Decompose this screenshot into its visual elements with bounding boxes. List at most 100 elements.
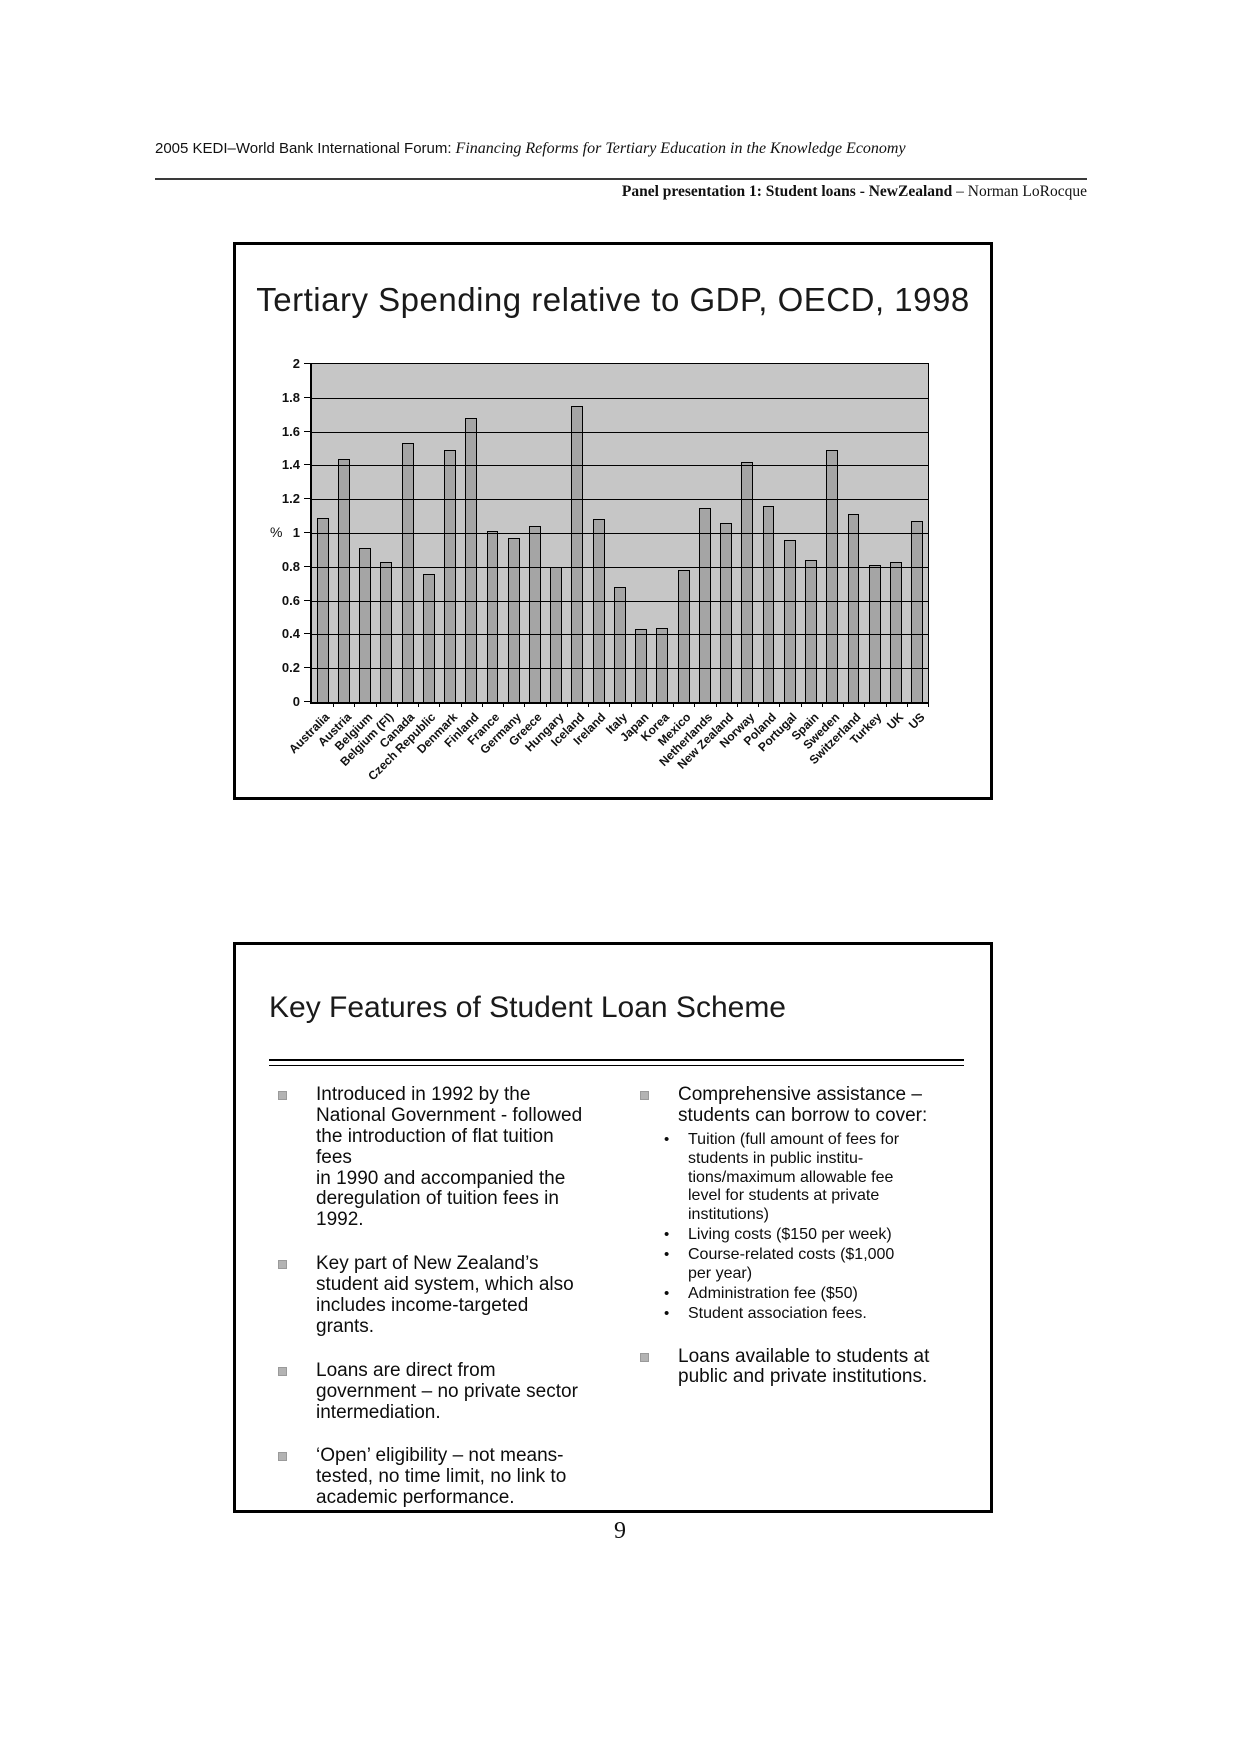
sub-bullet-item: • Living costs ($150 per week) (640, 1226, 980, 1245)
bar-slot (439, 364, 460, 702)
x-axis-tick (758, 702, 760, 707)
bar-slot (631, 364, 652, 702)
bar-belgium-fl- (380, 561, 393, 702)
bullet-text: Key part of New Zealand’s student aid sy… (316, 1253, 574, 1337)
page-number: 9 (614, 1518, 626, 1544)
bar-slot (694, 364, 715, 702)
bar-slot (779, 364, 800, 702)
y-axis-label: 0.6 (281, 592, 300, 608)
x-axis-tick (673, 702, 675, 707)
x-axis-tick (545, 702, 547, 707)
header-panel-author: – Norman LoRocque (952, 183, 1087, 200)
y-axis-label: 1 (292, 525, 300, 540)
slide2-title: Key Features of Student Loan Scheme (269, 991, 786, 1024)
bar-slot (312, 364, 333, 702)
x-axis-tick (779, 702, 781, 707)
bullet-text: ‘Open’ eligibility – not means- tested, … (316, 1445, 567, 1509)
bar-austria (337, 458, 350, 702)
sub-bullet-text: Student association fees. (688, 1304, 867, 1322)
x-axis-tick (418, 702, 420, 707)
slide-chart: Tertiary Spending relative to GDP, OECD,… (233, 242, 993, 800)
y-axis-tick (304, 667, 310, 669)
bar-ireland (592, 519, 605, 702)
x-axis-label: UK (883, 710, 907, 733)
x-axis-tick (588, 702, 590, 707)
header-forum-subtitle: Financing Reforms for Tertiary Education… (451, 140, 906, 157)
y-axis-label: 1.2 (281, 491, 300, 507)
bullet-dot-icon: • (664, 1284, 670, 1302)
x-axis-tick (694, 702, 696, 707)
bar-uk (890, 561, 902, 702)
bar-iceland (571, 406, 584, 702)
bar-australia (316, 517, 329, 702)
chart-gridline (312, 465, 928, 467)
y-axis-tick (304, 565, 310, 567)
sub-bullet-item: • Student association fees. (640, 1305, 980, 1324)
bar-portugal (783, 539, 796, 702)
bar-slot (800, 364, 821, 702)
x-axis-tick (715, 702, 717, 707)
x-axis-tick (481, 702, 483, 707)
sub-bullet-item: • Course-related costs ($1,000 per year) (640, 1246, 980, 1284)
bullet-square-icon (640, 1091, 649, 1100)
bar-poland (762, 505, 775, 702)
y-axis-tick (304, 430, 310, 432)
x-axis-tick (439, 702, 441, 707)
x-axis-tick (864, 702, 866, 707)
bullet-square-icon (640, 1352, 649, 1362)
bullet-item: Key part of New Zealand’s student aid sy… (278, 1253, 590, 1338)
chart-gridline (312, 600, 928, 602)
bar-slot (715, 364, 736, 702)
chart-gridline (312, 397, 928, 399)
y-axis-tick (304, 498, 310, 500)
bar-new-zealand (720, 522, 733, 702)
bar-slot (609, 364, 630, 702)
bar-japan (635, 629, 648, 702)
chart-gridline (312, 499, 928, 501)
x-axis-tick (928, 702, 929, 707)
bullet-dot-icon: • (664, 1304, 670, 1322)
x-axis-tick (821, 702, 823, 707)
bar-germany (507, 538, 520, 702)
x-axis-tick (375, 702, 377, 707)
bar-slot (397, 364, 418, 702)
x-axis-tick (800, 702, 802, 707)
bullet-text: Introduced in 1992 by the National Gover… (316, 1084, 583, 1231)
sub-bullet-text: Administration fee ($50) (688, 1284, 858, 1302)
x-axis-tick (396, 702, 398, 707)
sub-bullet-item: • Administration fee ($50) (640, 1285, 980, 1304)
bullet-square-icon (278, 1260, 287, 1270)
bar-spain (805, 560, 817, 702)
y-axis-label: 1.6 (281, 423, 300, 439)
y-axis-tick (304, 633, 310, 635)
bar-slot (354, 364, 375, 702)
chart-gridline (312, 431, 928, 433)
bullet-item: Comprehensive assistance – students can … (640, 1084, 980, 1127)
bar-finland (465, 418, 478, 702)
bar-denmark (444, 450, 456, 702)
bar-slot (907, 364, 928, 702)
bullet-item: Loans available to students at public an… (640, 1345, 980, 1389)
y-axis-tick (304, 396, 310, 398)
x-axis-tick (503, 702, 505, 707)
bar-mexico (677, 570, 690, 702)
sub-bullet-text: Course-related costs ($1,000 per year) (688, 1246, 895, 1282)
bar-slot (737, 364, 758, 702)
bar-slot (843, 364, 864, 702)
bar-slot (482, 364, 503, 702)
bullet-item: ‘Open’ eligibility – not means- tested, … (278, 1446, 590, 1509)
header-separator-line (155, 160, 1087, 180)
bar-slot (864, 364, 885, 702)
bullet-item: Loans are direct from government – no pr… (278, 1360, 590, 1424)
bullet-text: Loans available to students at public an… (678, 1345, 930, 1388)
bar-switzerland (847, 514, 860, 702)
bar-slot (376, 364, 397, 702)
x-axis-tick (630, 702, 632, 707)
bar-slot (652, 364, 673, 702)
y-axis-label: 2 (292, 356, 300, 371)
bar-slot (461, 364, 482, 702)
bar-slot (567, 364, 588, 702)
chart-gridline (312, 566, 928, 568)
bullet-dot-icon: • (664, 1246, 670, 1264)
